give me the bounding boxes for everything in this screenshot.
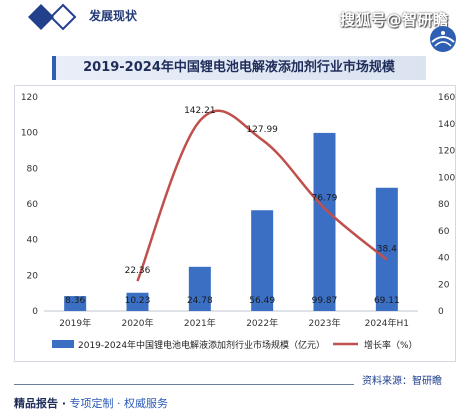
line-value-label: 38.4 [377, 245, 397, 255]
growth-rate-line [136, 109, 388, 282]
bar [64, 296, 87, 311]
y-left-tick-label: 120 [21, 93, 38, 103]
footer-tagline-b: 专项定制 · 权威服务 [66, 397, 169, 410]
x-tick-label: 2024年H1 [365, 317, 409, 329]
line-value-label: 22.36 [125, 266, 151, 276]
line-value-label: 127.99 [246, 125, 278, 135]
bar [313, 132, 336, 311]
x-tick-label: 2019年 [59, 317, 91, 329]
y-right-tick-label: 80 [438, 200, 450, 210]
source-note: 资料来源：智研瞻 [362, 376, 442, 387]
line-value-label: 142.21 [184, 106, 216, 116]
bar [251, 210, 274, 311]
legend-swatch-bar [52, 340, 74, 348]
y-right-tick-label: 20 [438, 280, 450, 290]
bar [126, 292, 149, 311]
y-left-tick-label: 80 [27, 164, 39, 174]
title-bar [52, 56, 426, 80]
y-right-tick-label: 160 [438, 93, 455, 103]
y-left-tick-label: 40 [27, 236, 39, 246]
bar-value-label: 8.36 [65, 296, 85, 306]
x-tick-label: 2022年 [246, 317, 278, 329]
footer-divider [14, 384, 354, 385]
line-value-label: 76.79 [312, 193, 338, 203]
legend-label-line: 增长率（%） [364, 339, 418, 351]
bar [188, 266, 211, 311]
footer-tagline-a: 精品报告 · [14, 397, 67, 410]
y-left-tick-label: 60 [27, 200, 39, 210]
x-tick-label: 2023年 [309, 317, 341, 329]
brand-logo-icon [430, 26, 456, 52]
brand-diamonds-icon [28, 3, 77, 31]
chart-title: 2019-2024年中国锂电池电解液添加剂行业市场规模 [83, 60, 395, 75]
y-right-tick-label: 0 [438, 307, 444, 317]
bar-value-label: 10.23 [125, 296, 151, 306]
bar-value-label: 69.11 [374, 296, 400, 306]
x-tick-label: 2020年 [122, 317, 154, 329]
y-left-tick-label: 0 [32, 307, 38, 317]
y-left-tick-label: 20 [27, 271, 39, 281]
y-right-tick-label: 120 [438, 147, 455, 157]
y-right-tick-label: 40 [438, 254, 450, 264]
y-right-tick-label: 140 [438, 120, 455, 130]
y-right-tick-label: 100 [438, 173, 455, 183]
x-tick-label: 2021年 [184, 317, 216, 329]
bar-value-label: 56.49 [249, 296, 275, 306]
legend-label-bar: 2019-2024年中国锂电池电解液添加剂行业市场规模（亿元） [78, 339, 325, 351]
footer-tagline: 精品报告 · 专项定制 · 权威服务 [14, 395, 168, 411]
bar-value-label: 24.78 [187, 296, 213, 306]
bar-value-label: 99.87 [312, 296, 338, 306]
watermark: 搜狐号@智研瞻 [340, 11, 449, 29]
section-title: 发展现状 [89, 9, 138, 23]
y-left-tick-label: 100 [21, 129, 38, 139]
y-right-tick-label: 60 [438, 227, 450, 237]
bar [375, 187, 398, 311]
